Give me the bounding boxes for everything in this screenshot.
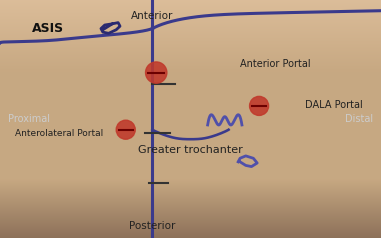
Text: Greater trochanter: Greater trochanter [138, 145, 243, 155]
Ellipse shape [146, 62, 167, 83]
Ellipse shape [250, 96, 269, 115]
Text: Anterior Portal: Anterior Portal [240, 59, 311, 69]
Ellipse shape [116, 120, 135, 139]
Text: Proximal: Proximal [8, 114, 50, 124]
Text: ASIS: ASIS [32, 22, 64, 35]
Text: DALA Portal: DALA Portal [305, 100, 363, 110]
Text: Posterior: Posterior [129, 221, 176, 231]
Text: Anterolateral Portal: Anterolateral Portal [14, 129, 103, 138]
Text: Distal: Distal [345, 114, 373, 124]
Text: Anterior: Anterior [131, 11, 174, 21]
